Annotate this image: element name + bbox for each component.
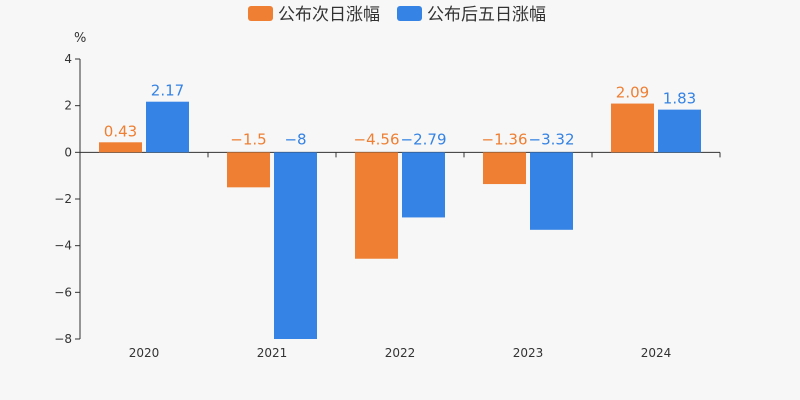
y-tick-label: 0	[64, 145, 72, 159]
data-label-series-1: −4.56	[354, 130, 400, 148]
data-label-series-1: 2.09	[616, 84, 649, 102]
x-tick-label: 2022	[385, 346, 416, 360]
legend-swatch-series-1	[248, 6, 273, 21]
bar-series-2[interactable]	[274, 152, 317, 339]
y-tick-label: 2	[64, 99, 72, 113]
data-label-series-2: −2.79	[401, 130, 447, 148]
y-tick-label: 4	[64, 52, 72, 66]
x-tick-label: 2020	[129, 346, 160, 360]
y-tick-label: −2	[54, 192, 72, 206]
y-axis: 4 2 0 −2 −4 −6 −8	[54, 52, 81, 346]
bar-series-2[interactable]	[530, 152, 573, 230]
bar-series-2[interactable]	[658, 109, 701, 153]
bar-series-2[interactable]	[146, 101, 189, 153]
bar-series-1[interactable]	[611, 103, 654, 153]
data-label-series-1: −1.5	[230, 130, 266, 148]
data-labels: 0.43 2.17 −1.5 −8 −4.56 −2.79 −1.36 −3.32 2.09 1.…	[104, 82, 696, 149]
data-label-series-2: −3.32	[529, 130, 575, 148]
y-tick-label: −4	[54, 239, 72, 253]
x-tick-label: 2023	[513, 346, 544, 360]
bars	[99, 101, 701, 339]
data-label-series-1: −1.36	[482, 130, 528, 148]
bar-series-1[interactable]	[355, 152, 398, 259]
data-label-series-2: 2.17	[151, 82, 184, 100]
legend-item-series-2[interactable]: 公布后五日涨幅	[397, 5, 546, 25]
legend-swatch-series-2	[397, 6, 422, 21]
x-axis: 2020 2021 2022 2023 2024	[79, 151, 721, 360]
data-label-series-2: −8	[284, 130, 306, 148]
y-tick-label: −8	[54, 332, 72, 346]
bar-series-2[interactable]	[402, 152, 445, 218]
data-label-series-2: 1.83	[663, 90, 696, 108]
bar-series-1[interactable]	[99, 142, 142, 153]
legend-item-series-1[interactable]: 公布次日涨幅	[248, 5, 380, 25]
legend[interactable]: 公布次日涨幅 公布后五日涨幅	[248, 5, 546, 25]
bar-series-1[interactable]	[483, 152, 526, 185]
data-label-series-1: 0.43	[104, 122, 137, 140]
y-axis-unit: %	[74, 31, 86, 46]
x-tick-label: 2024	[641, 346, 672, 360]
y-tick-label: −6	[54, 285, 72, 299]
legend-label-series-1: 公布次日涨幅	[278, 5, 380, 25]
legend-label-series-2: 公布后五日涨幅	[427, 5, 546, 25]
x-tick-label: 2021	[257, 346, 288, 360]
bar-series-1[interactable]	[227, 152, 270, 188]
